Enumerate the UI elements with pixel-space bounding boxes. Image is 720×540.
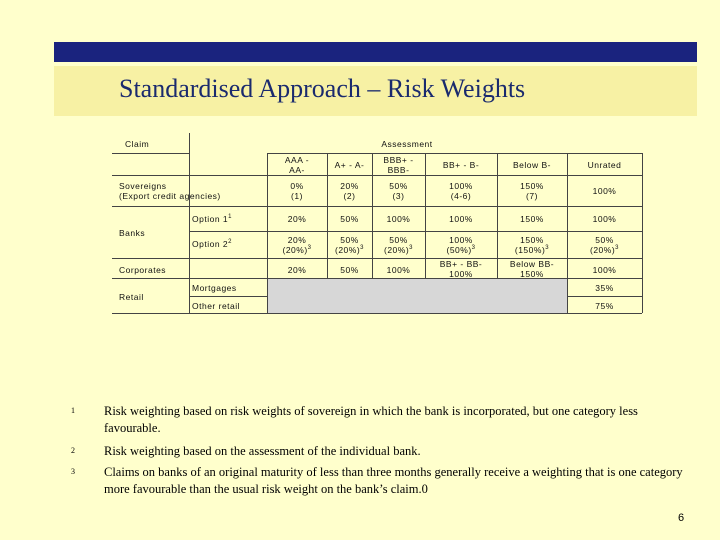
- bank-option1-unrated-cell: 100%: [592, 214, 617, 224]
- column-header-a: A+ - A-: [334, 160, 365, 170]
- sovereigns-a-cell: 20% (2): [340, 181, 359, 201]
- title-top-bar: [54, 42, 697, 62]
- bank-option1-bb-cell: 100%: [449, 214, 473, 224]
- footnote-2-text: Risk weighting based on the assessment o…: [104, 444, 421, 458]
- rating-column-rule-6: [567, 153, 568, 313]
- rating-column-rule-2: [327, 153, 328, 278]
- column-header-below-b: Below B-: [512, 160, 551, 170]
- footnote-3-number: 3: [71, 467, 75, 476]
- mortgages-value: 35%: [595, 283, 614, 293]
- sovereigns-aaa-cell: 0% (1): [290, 181, 304, 201]
- bank-option2-bbb-cell: 50% (20%)3: [383, 235, 414, 255]
- bank-option2-a-cell: 50% (20%)3: [334, 235, 365, 255]
- corporates-below-bb-cell: Below BB- 150%: [509, 259, 555, 279]
- corporates-aaa-cell: 20%: [287, 265, 307, 275]
- banks-rule: [112, 258, 642, 259]
- bank-option2-unrated-cell: 50% (20%)3: [589, 235, 620, 255]
- column-header-aaa: AAA - AA-: [284, 155, 310, 175]
- bank-option2-bb-cell: 100% (50%)3: [446, 235, 476, 255]
- mortgages-label: Mortgages: [192, 283, 237, 293]
- title-band: [54, 66, 697, 116]
- sovereigns-unrated-cell: 100%: [592, 186, 617, 196]
- footnote-1-number: 1: [71, 406, 75, 415]
- bank-option2-aaa-cell: 20% (20%)3: [282, 235, 312, 255]
- column-header-rule: [112, 175, 642, 176]
- sovereigns-label: Sovereigns (Export credit agencies): [119, 181, 221, 201]
- risk-weights-table: Claim Assessment AAA - AA- A+ - A- BBB+ -…: [112, 133, 643, 314]
- corporates-unrated-cell: 100%: [592, 265, 617, 275]
- rating-column-rule-5: [497, 153, 498, 278]
- bank-option2-below-b-cell: 150% (150%)3: [514, 235, 550, 255]
- sovereigns-bbb-cell: 50% (3): [389, 181, 408, 201]
- footnote-1-text: Risk weighting based on risk weights of …: [104, 404, 638, 435]
- bank-option1-label: Option 11: [192, 214, 232, 224]
- column-header-unrated: Unrated: [587, 160, 622, 170]
- column-header-bb: BB+ - B-: [442, 160, 480, 170]
- corporates-bb-cell: BB+ - BB- 100%: [439, 259, 483, 279]
- retail-label: Retail: [119, 292, 144, 302]
- footnote-3-text: Claims on banks of an original maturity …: [104, 465, 683, 496]
- table-bottom-rule: [112, 313, 642, 314]
- other-retail-value: 75%: [595, 301, 614, 311]
- corporates-label: Corporates: [119, 265, 167, 275]
- page-number: 6: [678, 512, 685, 524]
- footnote-2-number: 2: [71, 446, 75, 455]
- bank-option1-a-cell: 50%: [340, 214, 359, 224]
- bank-option1-bbb-cell: 100%: [386, 214, 411, 224]
- corporates-bbb-cell: 100%: [386, 265, 411, 275]
- claim-header: Claim: [125, 139, 150, 149]
- assessment-header: Assessment: [381, 139, 433, 149]
- sovereigns-rule: [112, 206, 642, 207]
- assessment-header-rule: [267, 153, 642, 154]
- bank-option1-rule: [189, 231, 642, 232]
- rating-column-rule-1: [267, 153, 268, 313]
- corporates-rule: [112, 278, 642, 279]
- retail-not-applicable-area: [268, 279, 567, 313]
- rating-column-rule-3: [372, 153, 373, 278]
- column-header-bbb: BBB+ - BBB-: [383, 155, 414, 175]
- sovereigns-bb-cell: 100% (4-6): [449, 181, 473, 201]
- bank-option1-below-b-cell: 150%: [520, 214, 544, 224]
- corporates-a-cell: 50%: [340, 265, 359, 275]
- sovereigns-below-b-cell: 150% (7): [520, 181, 544, 201]
- table-right-rule: [642, 153, 643, 313]
- claim-column-rule: [189, 133, 190, 313]
- rating-column-rule-4: [425, 153, 426, 278]
- other-retail-label: Other retail: [192, 301, 241, 311]
- bank-option1-aaa-cell: 20%: [287, 214, 307, 224]
- slide-title: Standardised Approach – Risk Weights: [119, 74, 526, 103]
- bank-option2-label: Option 22: [192, 239, 232, 249]
- claim-header-rule: [112, 153, 189, 154]
- banks-label: Banks: [119, 228, 146, 238]
